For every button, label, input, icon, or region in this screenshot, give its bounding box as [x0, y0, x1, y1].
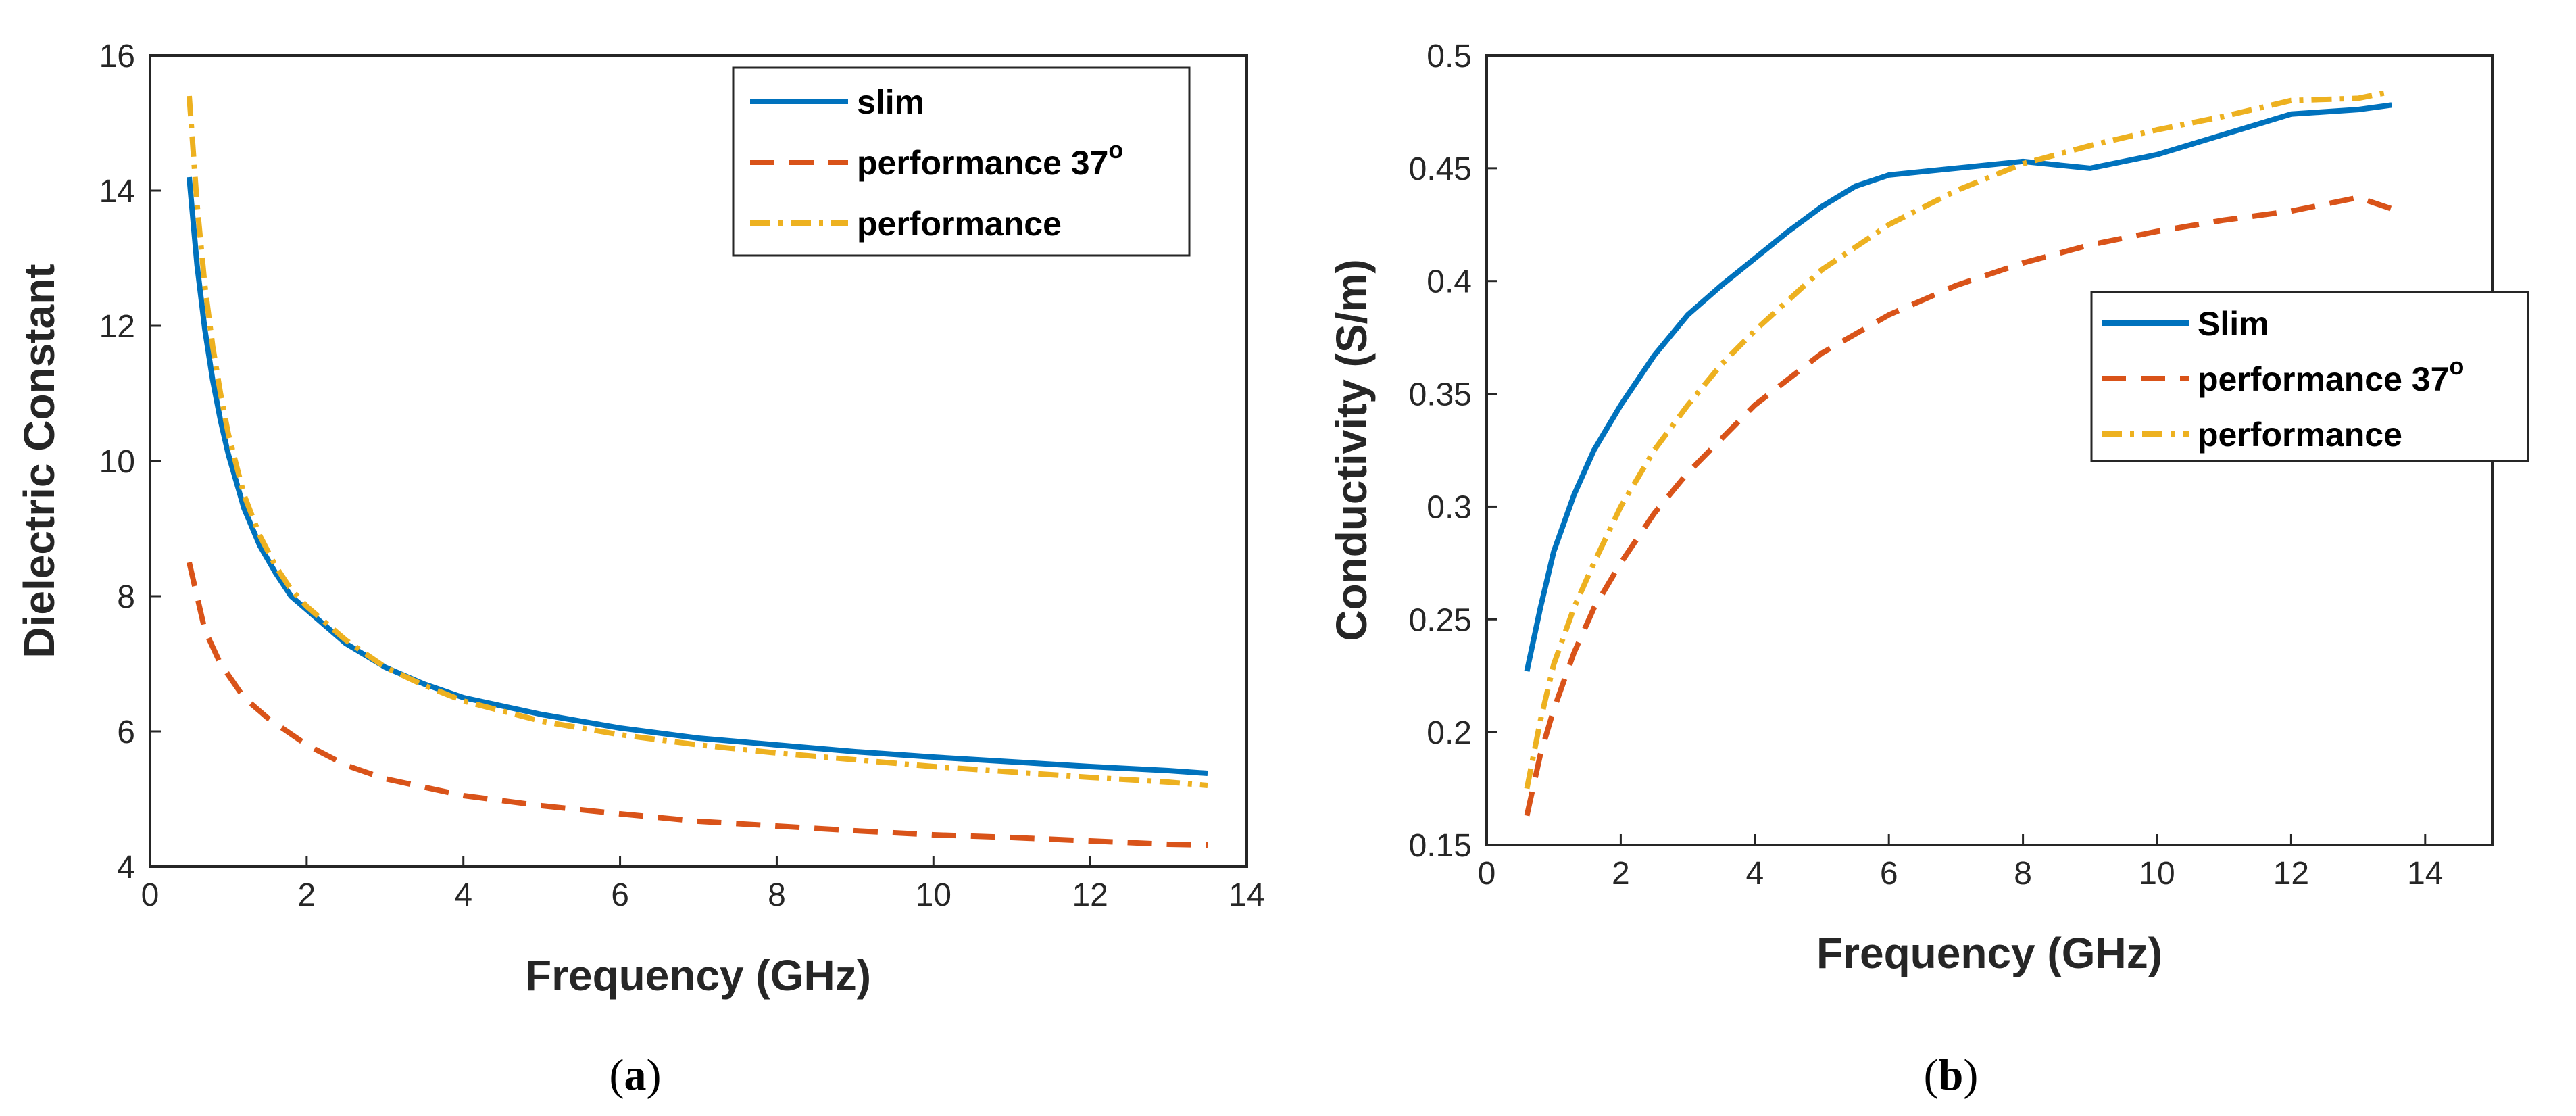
x-tick-label-a-7: 14: [1229, 877, 1264, 913]
x-tick-label-b-1: 2: [1612, 856, 1630, 892]
y-tick-label-b-4: 0.35: [1409, 377, 1472, 413]
panel-b: 0 2 4 6 8 10 12 140.150.20.250.30.350.40.450.5 …: [1327, 39, 2529, 1100]
series-lines-a: [187, 95, 1208, 848]
legend-label-performance37-a-sup: o: [1108, 136, 1123, 164]
legend-label-slim-b: Slim: [2198, 305, 2269, 343]
y-tick-label-b-7: 0.5: [1427, 39, 1472, 74]
y-tick-label-b-2: 0.25: [1409, 602, 1472, 638]
y-tick-label-a-3: 10: [99, 444, 135, 480]
caption-a: (a): [610, 1050, 662, 1100]
x-tick-label-b-3: 6: [1880, 856, 1898, 892]
y-tick-label-a-0: 4: [117, 850, 135, 885]
x-tick-label-a-2: 4: [454, 877, 472, 913]
series-line-a-0: [187, 176, 1208, 776]
y-tick-label-a-5: 14: [99, 174, 135, 210]
x-tick-label-a-3: 6: [611, 877, 629, 913]
y-axis-label-a: Dielectric Constant: [15, 264, 64, 658]
series-line-a-1: [187, 562, 1208, 848]
x-axis-label-a: Frequency (GHz): [525, 951, 871, 1000]
y-tick-label-b-5: 0.4: [1427, 264, 1472, 300]
legend-label-performance37-a-text: performance 37: [857, 144, 1108, 182]
legend-label-performance37-b-text: performance 37: [2198, 360, 2449, 398]
y-tick-label-a-6: 16: [99, 39, 135, 74]
legend-label-performance-b: performance: [2198, 416, 2402, 454]
series-line-b-0: [1524, 102, 2392, 672]
legend-label-performance37-b-sup: o: [2449, 352, 2464, 380]
y-tick-label-b-0: 0.15: [1409, 828, 1472, 864]
x-tick-label-a-5: 10: [916, 877, 951, 913]
legend-label-performance37-b: performance 37o: [2198, 352, 2464, 398]
legend-label-performance37-a: performance 37o: [857, 136, 1123, 182]
x-tick-label-a-4: 8: [768, 877, 786, 913]
axis-ticks-b: 0 2 4 6 8 10 12 14 0.15 0.2 0.25 0.3 0.35 0.4 0.45 0.5: [1409, 39, 2444, 892]
legend-a: slim performance 37o performance: [732, 66, 1191, 257]
y-tick-label-a-2: 8: [117, 579, 135, 615]
x-tick-label-a-0: 0: [141, 877, 159, 913]
legend-b: Slim performance 37o performance: [2090, 291, 2529, 462]
x-tick-label-b-7: 14: [2407, 856, 2443, 892]
caption-b-letter: b: [1939, 1050, 1964, 1100]
series-lines-b: [1524, 89, 2393, 817]
caption-b: (b): [1924, 1050, 1979, 1100]
series-line-a-2: [187, 95, 1208, 788]
caption-a-letter: a: [624, 1050, 647, 1100]
panel-a: 0 2 4 6 8 10 12 14 4 6 8 10 12 14 16 Frequency (GHz) D…: [15, 39, 1265, 1100]
y-axis-label-b: Conductivity (S/m): [1327, 259, 1376, 641]
legend-label-slim-a: slim: [857, 83, 924, 121]
x-tick-label-b-6: 12: [2273, 856, 2309, 892]
x-tick-label-b-2: 4: [1745, 856, 1764, 892]
x-tick-label-b-0: 0: [1478, 856, 1496, 892]
x-tick-label-b-5: 10: [2139, 856, 2175, 892]
x-tick-label-a-1: 2: [298, 877, 316, 913]
y-tick-label-a-1: 6: [117, 714, 135, 750]
y-tick-label-a-4: 12: [99, 309, 135, 345]
y-tick-label-b-1: 0.2: [1427, 715, 1472, 751]
x-tick-label-b-4: 8: [2014, 856, 2032, 892]
legend-label-performance-a: performance: [857, 205, 1062, 243]
x-tick-label-a-6: 12: [1072, 877, 1108, 913]
series-line-b-1: [1524, 195, 2393, 817]
axis-ticks-a: 0 2 4 6 8 10 12 14 4 6 8 10 12 14 16: [99, 39, 1265, 913]
y-tick-label-b-3: 0.3: [1427, 489, 1472, 525]
x-axis-label-b: Frequency (GHz): [1816, 929, 2162, 977]
y-tick-label-b-6: 0.45: [1409, 151, 1472, 187]
